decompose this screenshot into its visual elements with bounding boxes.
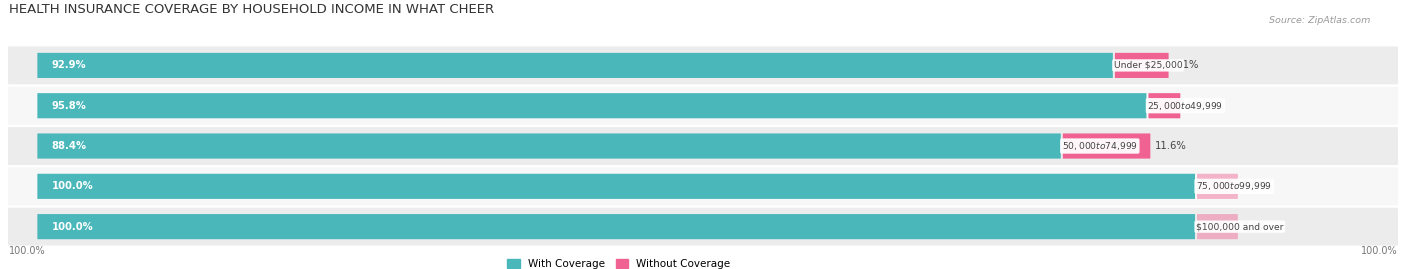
Text: HEALTH INSURANCE COVERAGE BY HOUSEHOLD INCOME IN WHAT CHEER: HEALTH INSURANCE COVERAGE BY HOUSEHOLD I… [8, 3, 494, 16]
FancyBboxPatch shape [38, 214, 1195, 239]
Text: 100.0%: 100.0% [52, 222, 93, 232]
FancyBboxPatch shape [8, 87, 1398, 125]
Text: $100,000 and over: $100,000 and over [1197, 222, 1284, 231]
Text: 95.8%: 95.8% [52, 101, 86, 111]
Text: $50,000 to $74,999: $50,000 to $74,999 [1062, 140, 1137, 152]
FancyBboxPatch shape [8, 208, 1398, 246]
FancyBboxPatch shape [38, 133, 1060, 159]
FancyBboxPatch shape [1197, 174, 1237, 199]
Text: Under $25,000: Under $25,000 [1114, 61, 1182, 70]
Text: 0.0%: 0.0% [1243, 222, 1267, 232]
FancyBboxPatch shape [1063, 133, 1150, 159]
Text: 88.4%: 88.4% [52, 141, 87, 151]
Text: 100.0%: 100.0% [1361, 246, 1398, 256]
Text: 7.1%: 7.1% [1173, 61, 1198, 70]
FancyBboxPatch shape [38, 53, 1114, 78]
FancyBboxPatch shape [1115, 53, 1168, 78]
Text: Source: ZipAtlas.com: Source: ZipAtlas.com [1270, 16, 1371, 25]
Text: $75,000 to $99,999: $75,000 to $99,999 [1197, 180, 1272, 192]
FancyBboxPatch shape [38, 93, 1146, 118]
FancyBboxPatch shape [1149, 93, 1180, 118]
Text: 4.2%: 4.2% [1185, 101, 1211, 111]
FancyBboxPatch shape [38, 174, 1195, 199]
Text: 100.0%: 100.0% [52, 181, 93, 191]
FancyBboxPatch shape [8, 127, 1398, 165]
Text: 0.0%: 0.0% [1243, 181, 1267, 191]
FancyBboxPatch shape [8, 47, 1398, 84]
Legend: With Coverage, Without Coverage: With Coverage, Without Coverage [508, 259, 731, 269]
FancyBboxPatch shape [8, 167, 1398, 205]
FancyBboxPatch shape [1197, 214, 1237, 239]
Text: 100.0%: 100.0% [8, 246, 45, 256]
Text: $25,000 to $49,999: $25,000 to $49,999 [1147, 100, 1223, 112]
Text: 11.6%: 11.6% [1154, 141, 1187, 151]
Text: 92.9%: 92.9% [52, 61, 86, 70]
